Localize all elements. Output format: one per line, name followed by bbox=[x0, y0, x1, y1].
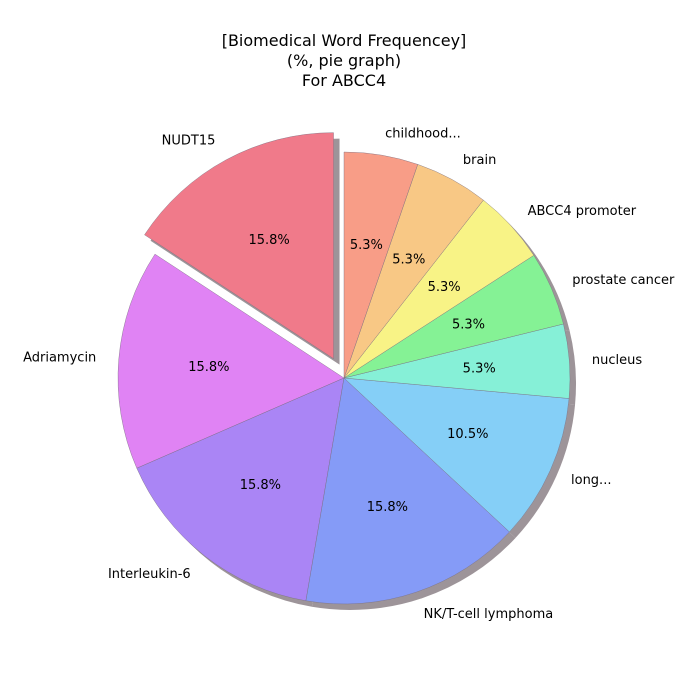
slice-label-interleukin-6: Interleukin-6 bbox=[108, 567, 191, 582]
chart-title-line-3: For ABCC4 bbox=[302, 71, 386, 90]
slice-label-nudt15: NUDT15 bbox=[162, 133, 216, 148]
pie-slice-nudt15 bbox=[144, 132, 334, 360]
pie-slices bbox=[117, 132, 571, 605]
chart-title-line-1: [Biomedical Word Frequencey] bbox=[222, 31, 467, 50]
slice-label-nucleus: nucleus bbox=[592, 353, 642, 368]
percent-label-prostate-cancer: 5.3% bbox=[452, 318, 485, 333]
chart-title-line-2: (%, pie graph) bbox=[287, 51, 401, 70]
percent-label-nk-t-cell-lymphoma: 15.8% bbox=[367, 500, 408, 515]
percent-label-nudt15: 15.8% bbox=[248, 233, 289, 248]
percent-label-interleukin-6: 15.8% bbox=[240, 478, 281, 493]
pie-slice-interleukin-6 bbox=[136, 377, 345, 601]
pie-slice-nk-t-cell-lymphoma bbox=[305, 377, 510, 605]
chart-title: [Biomedical Word Frequencey] (%, pie gra… bbox=[222, 31, 467, 90]
slice-label-adriamycin: Adriamycin bbox=[23, 351, 96, 366]
percent-label-nucleus: 5.3% bbox=[463, 361, 496, 376]
slice-label-nk-t-cell-lymphoma: NK/T-cell lymphoma bbox=[424, 607, 554, 622]
percent-label-abcc4-promoter: 5.3% bbox=[428, 280, 461, 295]
pie-slice-childhood bbox=[343, 151, 418, 379]
slice-label-brain: brain bbox=[463, 153, 496, 168]
slice-label-abcc4-promoter: ABCC4 promoter bbox=[528, 204, 637, 219]
percent-label-childhood: 5.3% bbox=[350, 238, 383, 253]
percent-label-brain: 5.3% bbox=[392, 252, 425, 267]
percent-label-long: 10.5% bbox=[447, 427, 488, 442]
slice-label-long: long... bbox=[571, 473, 611, 488]
slice-labels: NUDT15 Adriamycin Interleukin-6 NK/T-cell l… bbox=[23, 126, 675, 622]
percent-labels: 15.8%15.8%15.8%15.8%10.5%5.3%5.3%5.3%5.3… bbox=[188, 233, 495, 515]
percent-label-adriamycin: 15.8% bbox=[188, 360, 229, 375]
pie-slice-long bbox=[343, 377, 570, 533]
slice-label-prostate-cancer: prostate cancer bbox=[572, 273, 675, 288]
slice-label-childhood: childhood... bbox=[385, 126, 461, 141]
pie-slice-adriamycin bbox=[117, 253, 345, 469]
